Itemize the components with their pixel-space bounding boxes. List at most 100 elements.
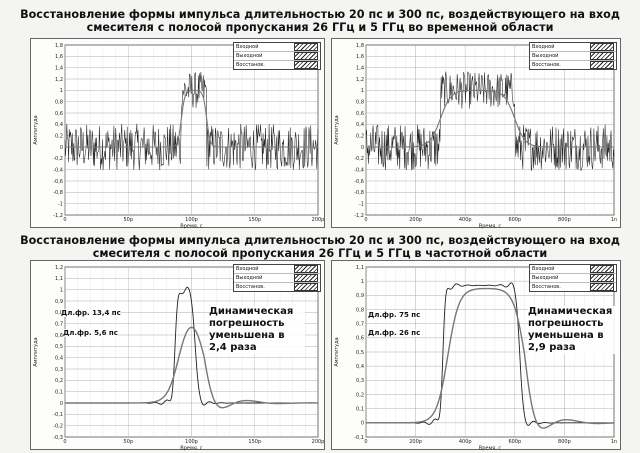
y-tick-label: 0,8 [356,307,364,313]
x-tick-label: 600p [508,217,521,223]
x-tick-label: 150p [248,439,261,445]
x-tick-label: 400p [459,439,472,445]
y-tick-label: 0,4 [356,122,364,128]
annotation-front-duration-1: Дл.фр. 13,4 пс [61,309,121,317]
series-line-restored [65,89,318,148]
y-tick-label: 0,7 [356,321,364,327]
legend-item-restored: Восстанов. [532,284,561,290]
legend-item-input: Входной [532,266,555,272]
y-axis-label: Амплитуда [334,115,340,144]
x-axis-label: Время, с [479,224,502,230]
y-tick-label: 1,8 [55,43,63,49]
legend-swatch [294,265,318,273]
y-tick-label: 0,1 [356,406,364,412]
y-tick-label: 0,4 [55,122,63,128]
y-tick-label: -0,6 [53,179,63,185]
y-tick-label: 0,8 [55,99,63,105]
chart-panel-2: 1,8 1,6 1,4 1,2 1 0,8 0,6 0,4 0,2 0 -0,2 -0,4 -0,6 -0… [331,38,621,230]
y-tick-label: -0,1 [53,412,63,418]
legend-swatch [590,265,614,273]
y-tick-label: 1,2 [55,77,63,83]
section-title-frequency-domain: Восстановление формы импульса длительнос… [20,234,620,260]
y-tick-label: 0 [361,145,364,151]
y-tick-label: -1,2 [354,213,364,219]
x-tick-label: 800p [558,439,571,445]
x-tick-label: 1n [611,217,617,223]
y-axis-label: Амплитуда [33,115,39,144]
y-tick-label: 0,9 [356,293,364,299]
y-tick-label: -0,6 [354,179,364,185]
y-tick-label: 0,2 [356,133,364,139]
y-tick-label: -0,2 [53,423,63,429]
y-axis-label: Амплитуда [334,337,340,366]
y-tick-label: 1,6 [55,54,63,60]
legend-swatch [590,43,614,51]
y-tick-label: 0,6 [55,111,63,117]
y-tick-label: 1,1 [55,276,63,282]
y-tick-label: -1 [359,201,364,207]
y-tick-label: -1,2 [53,213,63,219]
legend-swatch [590,52,614,60]
legend-3: Входной Выходной Восстанов. [233,264,321,292]
y-tick-label: 0,2 [356,392,364,398]
y-tick-label: 0,6 [356,111,364,117]
series-line-output [65,326,318,409]
x-tick-label: 200p [409,439,422,445]
x-axis-label: Время, с [180,224,203,230]
series-line-input [365,71,615,171]
x-axis-label: Время, с [479,446,502,452]
y-tick-label: 0,4 [55,355,63,361]
legend-4: Входной Выходной Восстанов. [529,264,617,292]
y-tick-label: 1,2 [55,265,63,271]
annotation-front-duration-1: Дл.фр. 75 пс [368,311,421,319]
x-axis-label: Время, с [180,446,203,452]
y-tick-label: 0,2 [55,133,63,139]
series-line-restored [366,89,614,148]
series-line-output [366,287,615,429]
y-tick-label: -0,2 [53,156,63,162]
x-tick-label: 400p [459,217,472,223]
y-tick-label: 1,8 [356,43,364,49]
x-tick-label: 200p [312,217,325,223]
y-tick-label: 1 [60,88,63,94]
legend-swatch [294,43,318,51]
legend-swatch [590,61,614,69]
legend-swatch [294,61,318,69]
y-tick-label: 1,1 [356,265,364,271]
legend-2: Входной Выходной Восстанов. [529,42,617,70]
y-tick-label: 1,4 [55,65,63,71]
legend-swatch [590,274,614,282]
y-tick-label: -0,8 [53,190,63,196]
y-tick-label: -0,2 [354,156,364,162]
annotation-front-duration-2: Дл.фр. 26 пс [368,329,421,337]
x-tick-label: 0 [364,217,367,223]
annotation-dynamic-error: Динамическая погрешность уменьшена в 2,4… [209,306,305,354]
plot-area [365,44,615,216]
y-tick-label: 1 [361,279,364,285]
y-tick-label: -0,4 [53,167,63,173]
y-tick-label: 1 [60,287,63,293]
legend-swatch [294,52,318,60]
x-tick-label: 600p [508,439,521,445]
x-tick-label: 0 [364,439,367,445]
y-tick-label: 1 [361,88,364,94]
legend-swatch [590,283,614,291]
y-tick-label: 0,6 [356,336,364,342]
chart-svg-1: 1,8 1,6 1,4 1,2 1 0,8 0,6 0,4 0,2 0 -0,2 -0,4 -0,6 -0… [33,43,325,230]
legend-item-output: Выходной [236,275,263,281]
y-tick-label: 1,6 [356,54,364,60]
legend-item-input: Входной [236,44,259,50]
y-tick-label: 0,2 [55,378,63,384]
x-tick-label: 800p [558,217,571,223]
legend-item-output: Выходной [532,275,559,281]
legend-item-output: Выходной [236,53,263,59]
series-line-input [64,71,319,171]
y-tick-label: 0,4 [356,364,364,370]
y-tick-label: -1 [58,201,63,207]
x-tick-label: 1n [611,439,617,445]
y-tick-label: 0,5 [55,344,63,350]
annotation-front-duration-2: Дл.фр. 5,6 пс [63,329,118,337]
legend-1: Входной Выходной Восстанов. [233,42,321,70]
legend-swatch [294,274,318,282]
y-tick-label: 0,1 [55,389,63,395]
